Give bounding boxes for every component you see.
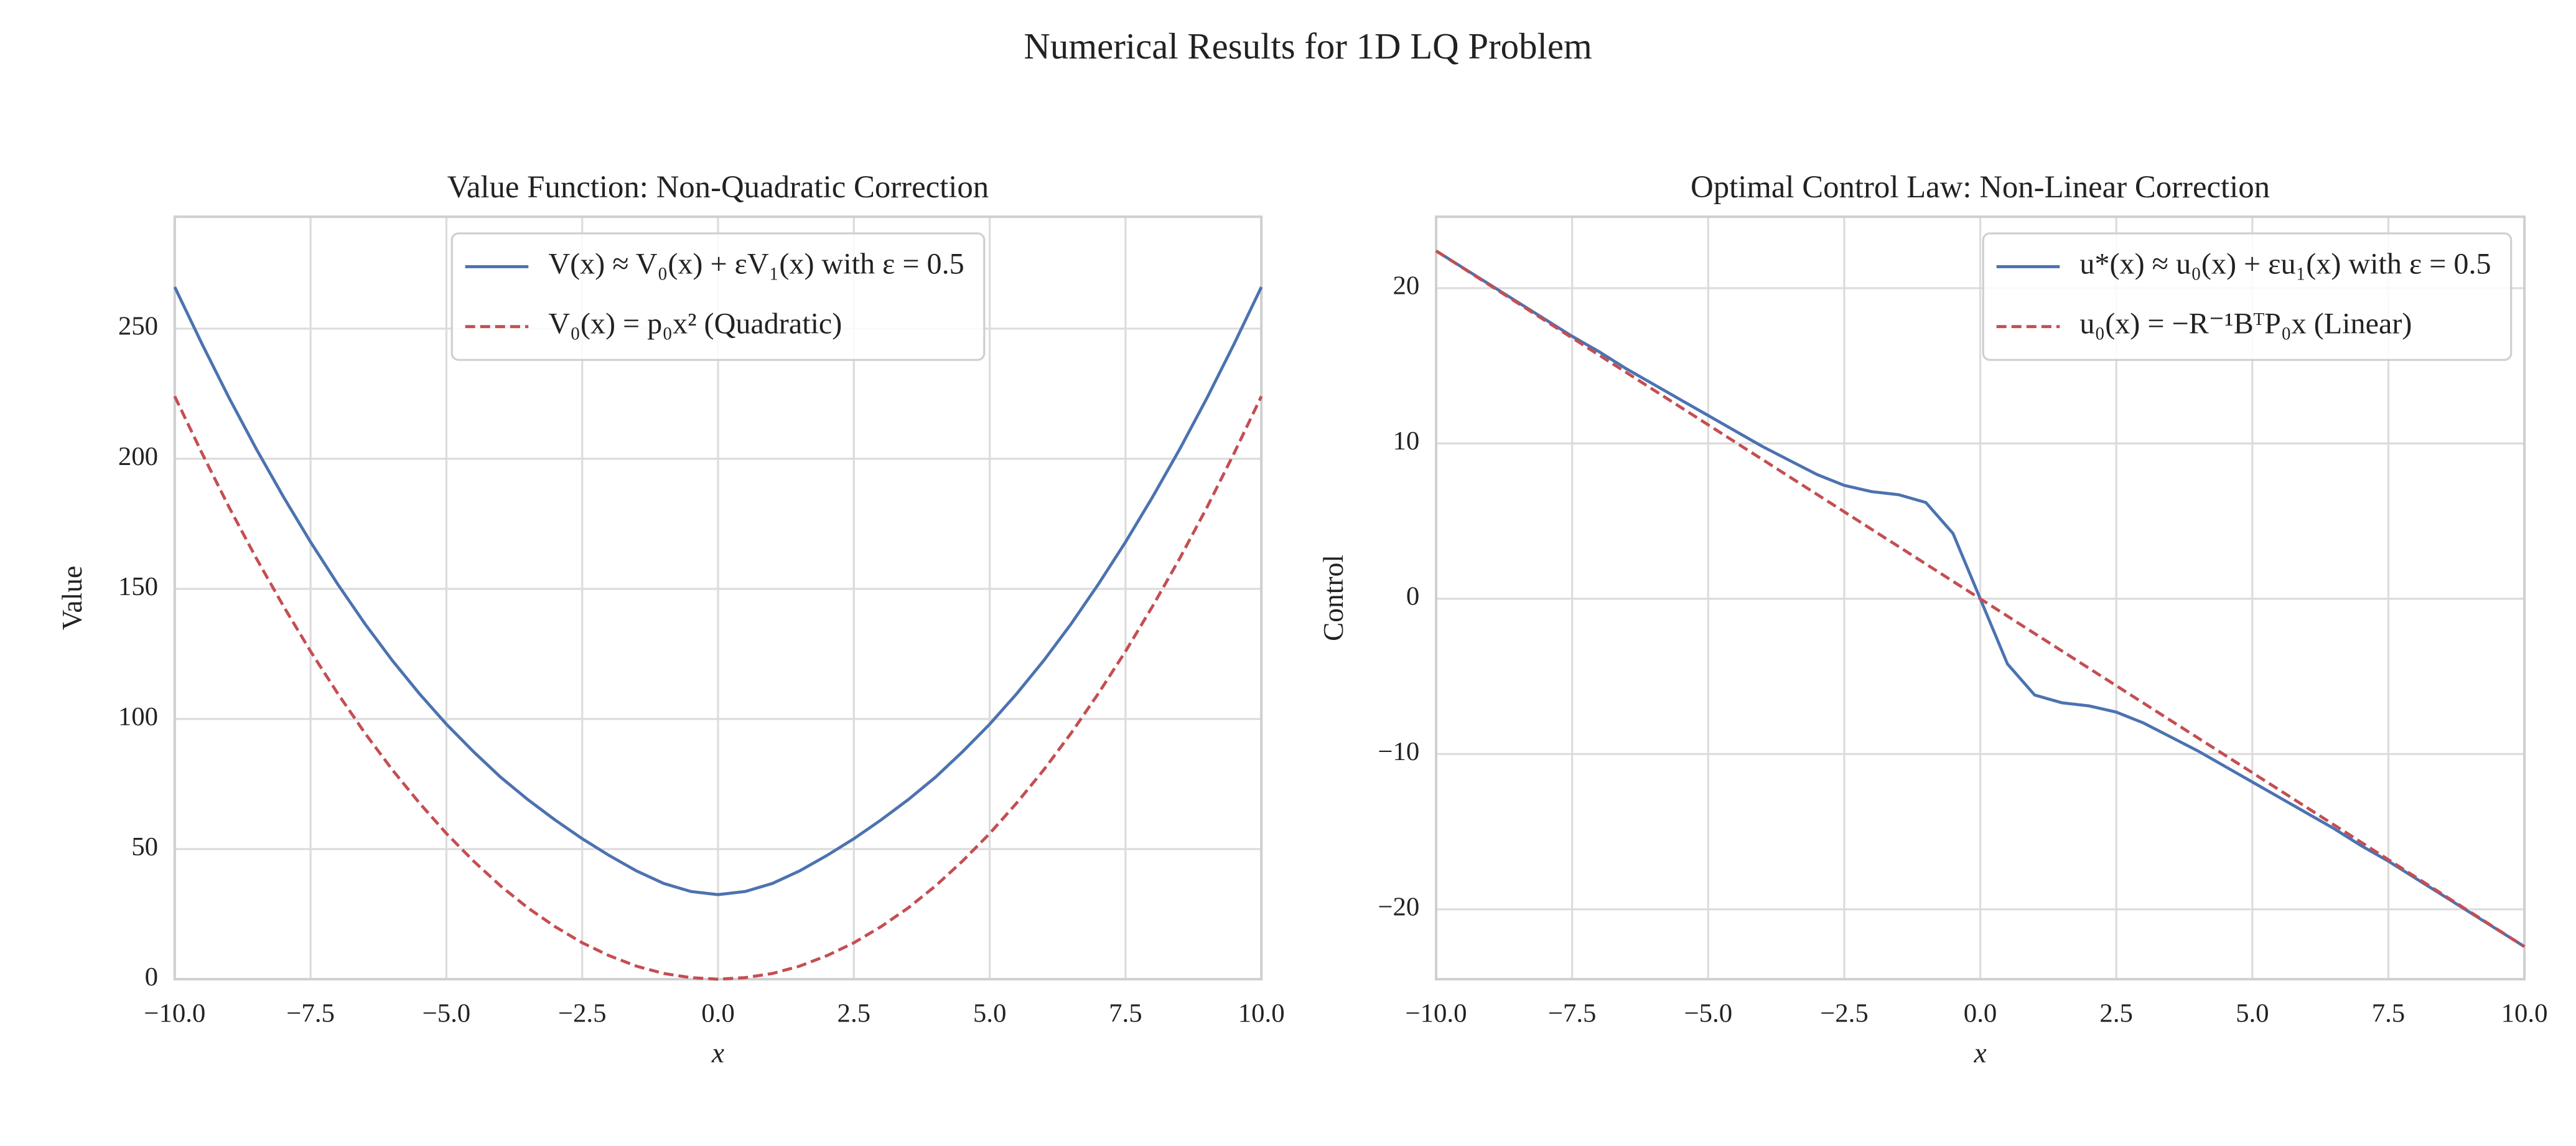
axes-title: Optimal Control Law: Non-Linear Correcti…	[1691, 169, 2270, 204]
legend-label: u*(x) ≈ u₀(x) + εu₁(x) with ε = 0.5	[2079, 247, 2491, 280]
legend-box	[450, 232, 986, 361]
x-tick-label: −10.0	[144, 999, 205, 1028]
x-tick-label: 0.0	[1964, 999, 1997, 1028]
data-line	[173, 286, 1263, 896]
y-tick-label: 0	[1406, 582, 1419, 611]
x-tick-label: −2.5	[558, 999, 607, 1028]
x-tick-label: 0.0	[701, 999, 734, 1028]
legend: u*(x) ≈ u₀(x) + εu₁(x) with ε = 0.5 u₀(x)…	[1982, 232, 2513, 361]
legend-label: V(x) ≈ V₀(x) + εV₁(x) with ε = 0.5	[548, 247, 964, 280]
y-tick-label: 150	[118, 572, 158, 601]
x-tick-label: −5.0	[1684, 999, 1732, 1028]
x-tick-label: −7.5	[286, 999, 335, 1028]
x-tick-label: −5.0	[422, 999, 471, 1028]
y-tick-label: 200	[118, 442, 158, 471]
y-tick-label: −10	[1378, 737, 1419, 766]
x-axis-label: x	[711, 1037, 724, 1069]
x-tick-label: 5.0	[973, 999, 1006, 1028]
y-axis-label: Control	[1317, 555, 1349, 641]
x-tick-label: −10.0	[1406, 999, 1467, 1028]
legend: V(x) ≈ V₀(x) + εV₁(x) with ε = 0.5 V₀(x) …	[450, 232, 986, 361]
x-tick-label: 7.5	[1109, 999, 1142, 1028]
y-tick-label: −20	[1378, 893, 1419, 922]
y-tick-label: 250	[118, 312, 158, 341]
legend-label: V₀(x) = p₀x² (Quadratic)	[548, 308, 842, 341]
axes-frame	[1435, 215, 2526, 981]
axes-title: Value Function: Non-Quadratic Correction	[447, 169, 989, 204]
x-axis-label: x	[1973, 1037, 1986, 1069]
y-tick-label: 50	[131, 832, 158, 862]
y-tick-label: 100	[118, 702, 158, 731]
x-tick-label: −7.5	[1548, 999, 1597, 1028]
y-tick-label: 10	[1393, 426, 1419, 456]
x-tick-label: 2.5	[2099, 999, 2132, 1028]
x-tick-label: 10.0	[2501, 999, 2548, 1028]
legend-label: u₀(x) = −R⁻¹BᵀP₀x (Linear)	[2079, 308, 2412, 341]
figure-title: Numerical Results for 1D LQ Problem	[1024, 26, 1592, 67]
data-line	[1435, 250, 2526, 948]
legend-box	[1982, 232, 2513, 361]
x-tick-label: 10.0	[1238, 999, 1285, 1028]
x-tick-label: 5.0	[2236, 999, 2269, 1028]
data-line	[173, 395, 1263, 981]
x-tick-label: −2.5	[1820, 999, 1869, 1028]
y-tick-label: 0	[145, 962, 158, 992]
y-axis-label: Value	[56, 566, 88, 631]
x-tick-label: 2.5	[838, 999, 870, 1028]
y-tick-label: 20	[1393, 271, 1419, 301]
x-tick-label: 7.5	[2372, 999, 2405, 1028]
